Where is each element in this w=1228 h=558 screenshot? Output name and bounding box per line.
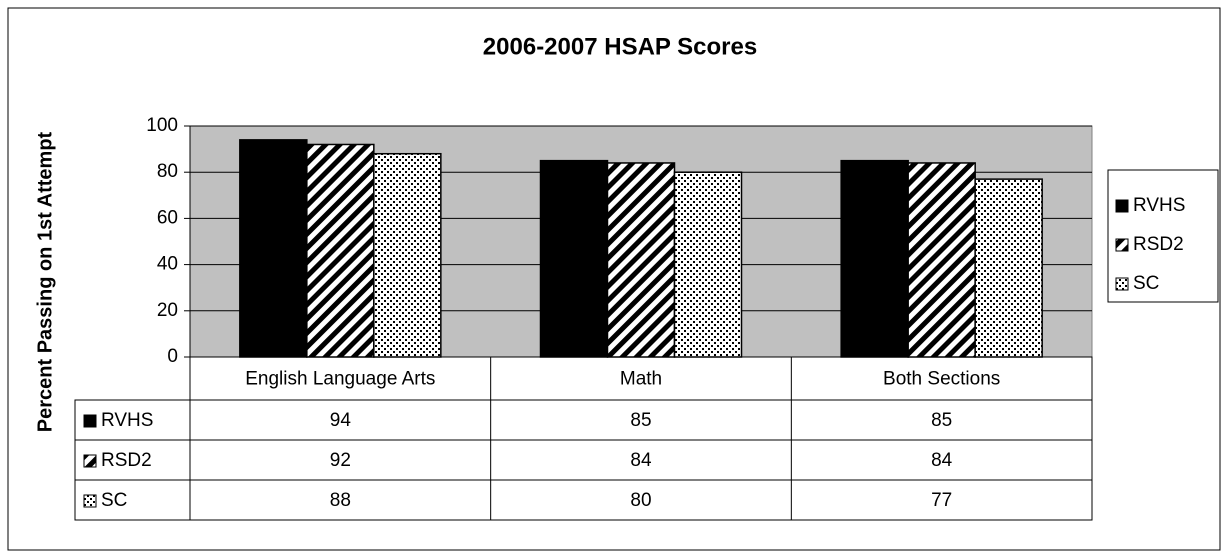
table-swatch (83, 414, 97, 428)
legend-label: RVHS (1133, 195, 1185, 216)
bar (673, 171, 743, 358)
table-swatch (83, 454, 97, 468)
y-tick-label: 40 (157, 254, 178, 275)
table-value: 92 (330, 450, 351, 471)
table-swatch (83, 494, 97, 508)
y-axis-label: Percent Passing on 1st Attempt (34, 131, 56, 432)
legend-label: RSD2 (1133, 234, 1184, 255)
legend-swatch (1115, 199, 1129, 213)
table-value: 88 (330, 490, 351, 511)
chart-title: 2006-2007 HSAP Scores (483, 33, 757, 60)
bar (840, 159, 909, 358)
table-value: 84 (931, 450, 953, 471)
legend-swatch (1115, 238, 1129, 252)
bar (606, 162, 676, 358)
bar (907, 162, 976, 358)
table-value: 77 (931, 490, 952, 511)
table-row-label: RSD2 (101, 450, 152, 471)
table-row-label: RVHS (101, 410, 153, 431)
table-value: 84 (630, 450, 652, 471)
bar (539, 159, 609, 358)
x-tick-label: English Language Arts (245, 369, 435, 390)
table-value: 85 (630, 410, 651, 431)
table-value: 80 (630, 490, 651, 511)
table-value: 94 (330, 410, 352, 431)
y-tick-label: 60 (157, 207, 178, 228)
legend-label: SC (1133, 273, 1159, 294)
y-tick-label: 100 (146, 115, 178, 136)
bar (306, 143, 375, 358)
table-row-label: SC (101, 490, 127, 511)
bar (974, 178, 1043, 358)
legend-swatch (1115, 277, 1129, 291)
x-tick-label: Math (620, 369, 662, 390)
table-value: 85 (931, 410, 952, 431)
bar (239, 139, 308, 358)
y-tick-label: 20 (157, 300, 178, 321)
y-tick-label: 0 (167, 346, 178, 367)
x-tick-label: Both Sections (883, 369, 1000, 390)
bar (373, 152, 442, 358)
y-tick-label: 80 (157, 161, 178, 182)
